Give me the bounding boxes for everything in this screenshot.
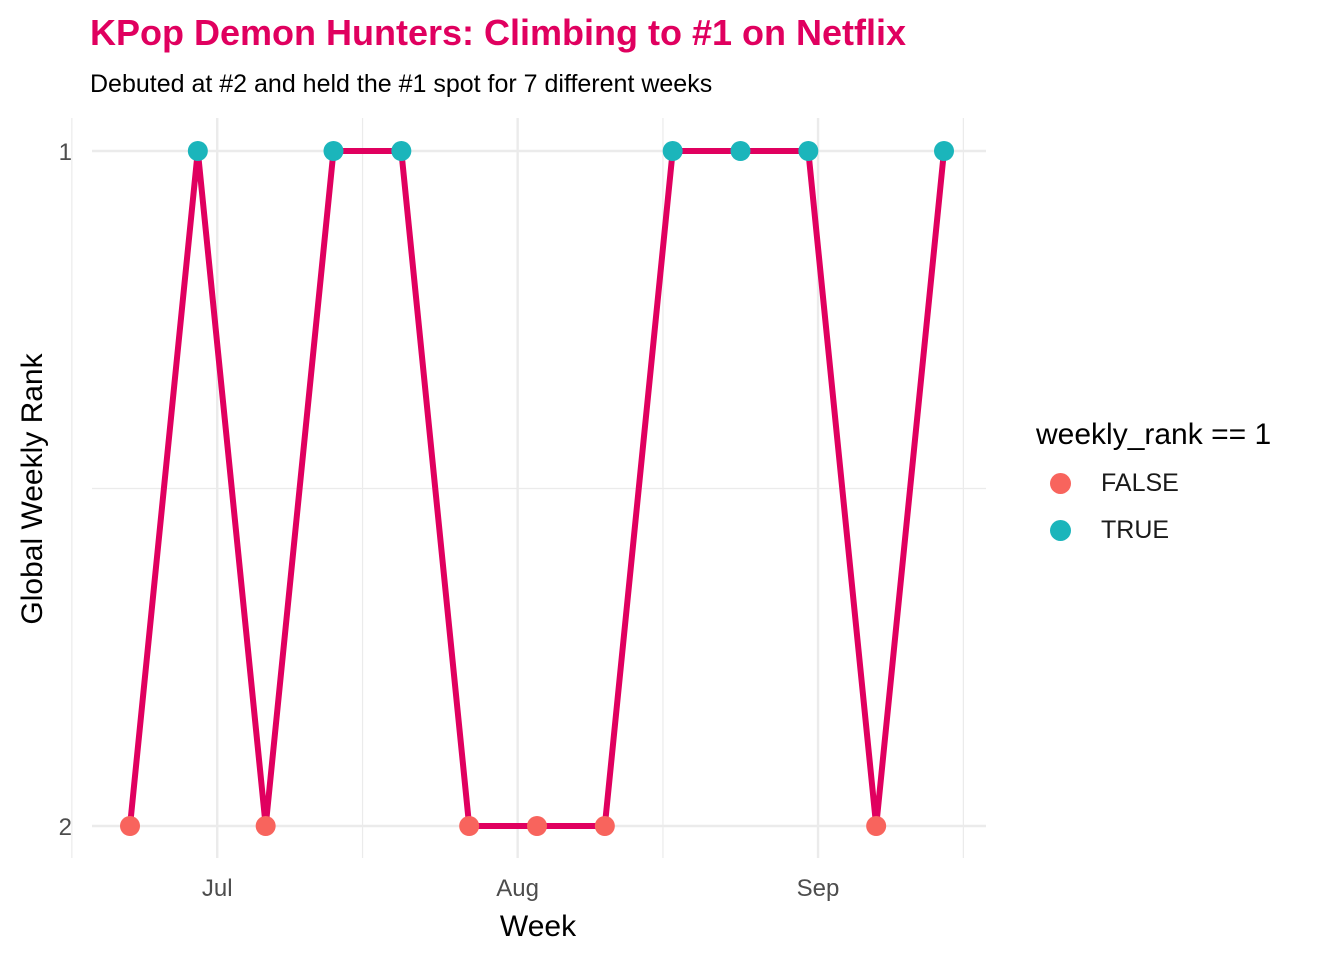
data-point-2 bbox=[255, 816, 276, 836]
legend-item-false: FALSE bbox=[1036, 460, 1271, 507]
y-axis-title: Global Weekly Rank bbox=[16, 352, 49, 624]
data-point-3 bbox=[323, 141, 344, 161]
y-tick-label-1: 2 bbox=[59, 814, 72, 841]
y-tick-label-0: 1 bbox=[59, 139, 72, 166]
data-point-7 bbox=[594, 816, 615, 836]
data-point-1 bbox=[187, 141, 208, 161]
line-chart: 1 2 Jul Aug Sep Week Global Weekly Rank bbox=[16, 118, 986, 943]
legend-item-true: TRUE bbox=[1036, 507, 1271, 554]
legend: weekly_rank == 1 FALSE TRUE bbox=[1036, 418, 1271, 554]
data-point-9 bbox=[730, 141, 751, 161]
x-tick-label-0: Jul bbox=[202, 875, 233, 902]
x-axis-title: Week bbox=[500, 910, 577, 943]
data-point-0 bbox=[120, 816, 140, 836]
chart-title: KPop Demon Hunters: Climbing to #1 on Ne… bbox=[90, 12, 907, 53]
x-tick-label-2: Sep bbox=[797, 875, 840, 902]
data-point-8 bbox=[662, 141, 683, 161]
data-point-10 bbox=[798, 141, 819, 161]
legend-true-dot bbox=[1050, 520, 1071, 541]
chart-subtitle: Debuted at #2 and held the #1 spot for 7… bbox=[90, 70, 713, 98]
legend-title: weekly_rank == 1 bbox=[1036, 418, 1272, 451]
data-point-4 bbox=[391, 141, 412, 161]
legend-false-dot bbox=[1050, 473, 1071, 494]
data-point-5 bbox=[459, 816, 480, 836]
legend-false-label: FALSE bbox=[1101, 469, 1179, 497]
data-point-6 bbox=[527, 816, 547, 836]
data-point-11 bbox=[866, 816, 887, 836]
data-point-12 bbox=[934, 141, 954, 161]
legend-true-label: TRUE bbox=[1101, 516, 1170, 544]
x-tick-label-1: Aug bbox=[496, 875, 539, 902]
